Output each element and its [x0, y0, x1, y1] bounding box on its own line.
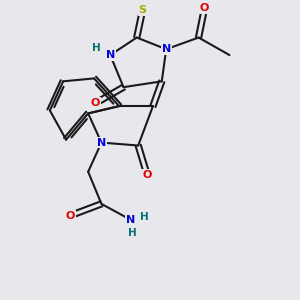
Text: S: S	[139, 5, 147, 15]
Text: N: N	[97, 138, 106, 148]
Text: H: H	[128, 228, 137, 238]
Text: N: N	[126, 215, 136, 225]
Text: O: O	[142, 170, 152, 180]
Text: H: H	[140, 212, 148, 222]
Text: O: O	[91, 98, 100, 108]
Text: O: O	[200, 3, 209, 14]
Text: N: N	[106, 50, 115, 60]
Text: H: H	[92, 43, 100, 53]
Text: O: O	[66, 211, 75, 220]
Text: N: N	[162, 44, 171, 54]
